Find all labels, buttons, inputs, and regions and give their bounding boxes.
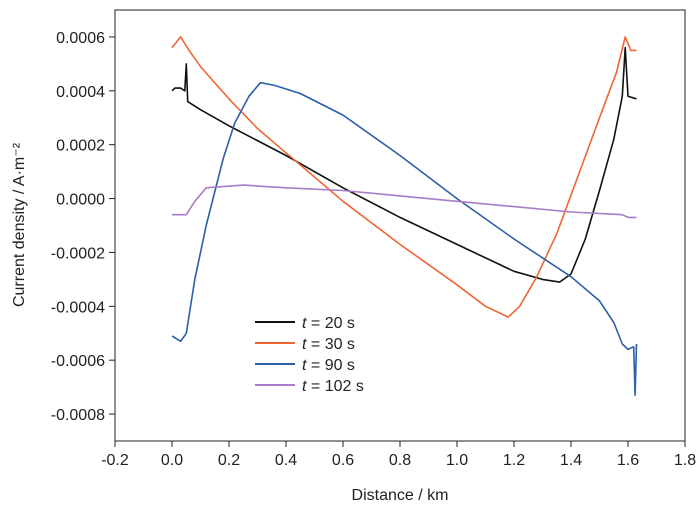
x-tick-label: 1.8 (674, 452, 696, 469)
x-tick-label: 0.0 (161, 452, 183, 469)
series-line-2 (171, 36, 637, 318)
series-line-3 (171, 81, 638, 396)
y-tick-label: 0.0000 (56, 192, 105, 209)
y-axis: 0.0006 0.0004 0.0002 0.0000 -0.0002 -0.0004 -0… (51, 30, 115, 424)
series-line-1 (171, 46, 637, 283)
x-tick-label: 1.0 (446, 452, 468, 469)
x-tick-label: 1.6 (617, 452, 639, 469)
legend-label: t = 102 s (302, 378, 364, 395)
x-axis-title: Distance / km (352, 487, 449, 504)
x-axis: -0.2 0.0 0.2 0.4 0.6 0.8 1.0 1.2 1.4 1.6 1.8 (101, 441, 696, 469)
plot-frame (114, 9, 686, 442)
x-tick-label: 0.8 (389, 452, 411, 469)
x-tick-label: -0.2 (101, 452, 129, 469)
legend-label: t = 20 s (302, 315, 355, 332)
legend: t = 20 s t = 30 s t = 90 s t = 102 s (255, 315, 364, 395)
y-tick-label: 0.0002 (56, 138, 105, 155)
legend-label: t = 30 s (302, 336, 355, 353)
y-tick-label: -0.0002 (51, 245, 105, 262)
y-tick-label: 0.0006 (56, 30, 105, 47)
legend-label: t = 90 s (302, 357, 355, 374)
y-tick-label: 0.0004 (56, 84, 105, 101)
x-tick-label: 0.4 (275, 452, 297, 469)
y-axis-title: Current density / A·m⁻² (11, 142, 28, 307)
x-tick-label: 1.4 (560, 452, 582, 469)
x-tick-label: 0.6 (332, 452, 354, 469)
y-tick-label: -0.0008 (51, 407, 105, 424)
y-tick-label: -0.0006 (51, 353, 105, 370)
series-layer (171, 36, 638, 396)
y-tick-label: -0.0004 (51, 299, 105, 316)
x-tick-label: 0.2 (218, 452, 240, 469)
series-line-4 (172, 184, 637, 219)
x-tick-label: 1.2 (503, 452, 525, 469)
